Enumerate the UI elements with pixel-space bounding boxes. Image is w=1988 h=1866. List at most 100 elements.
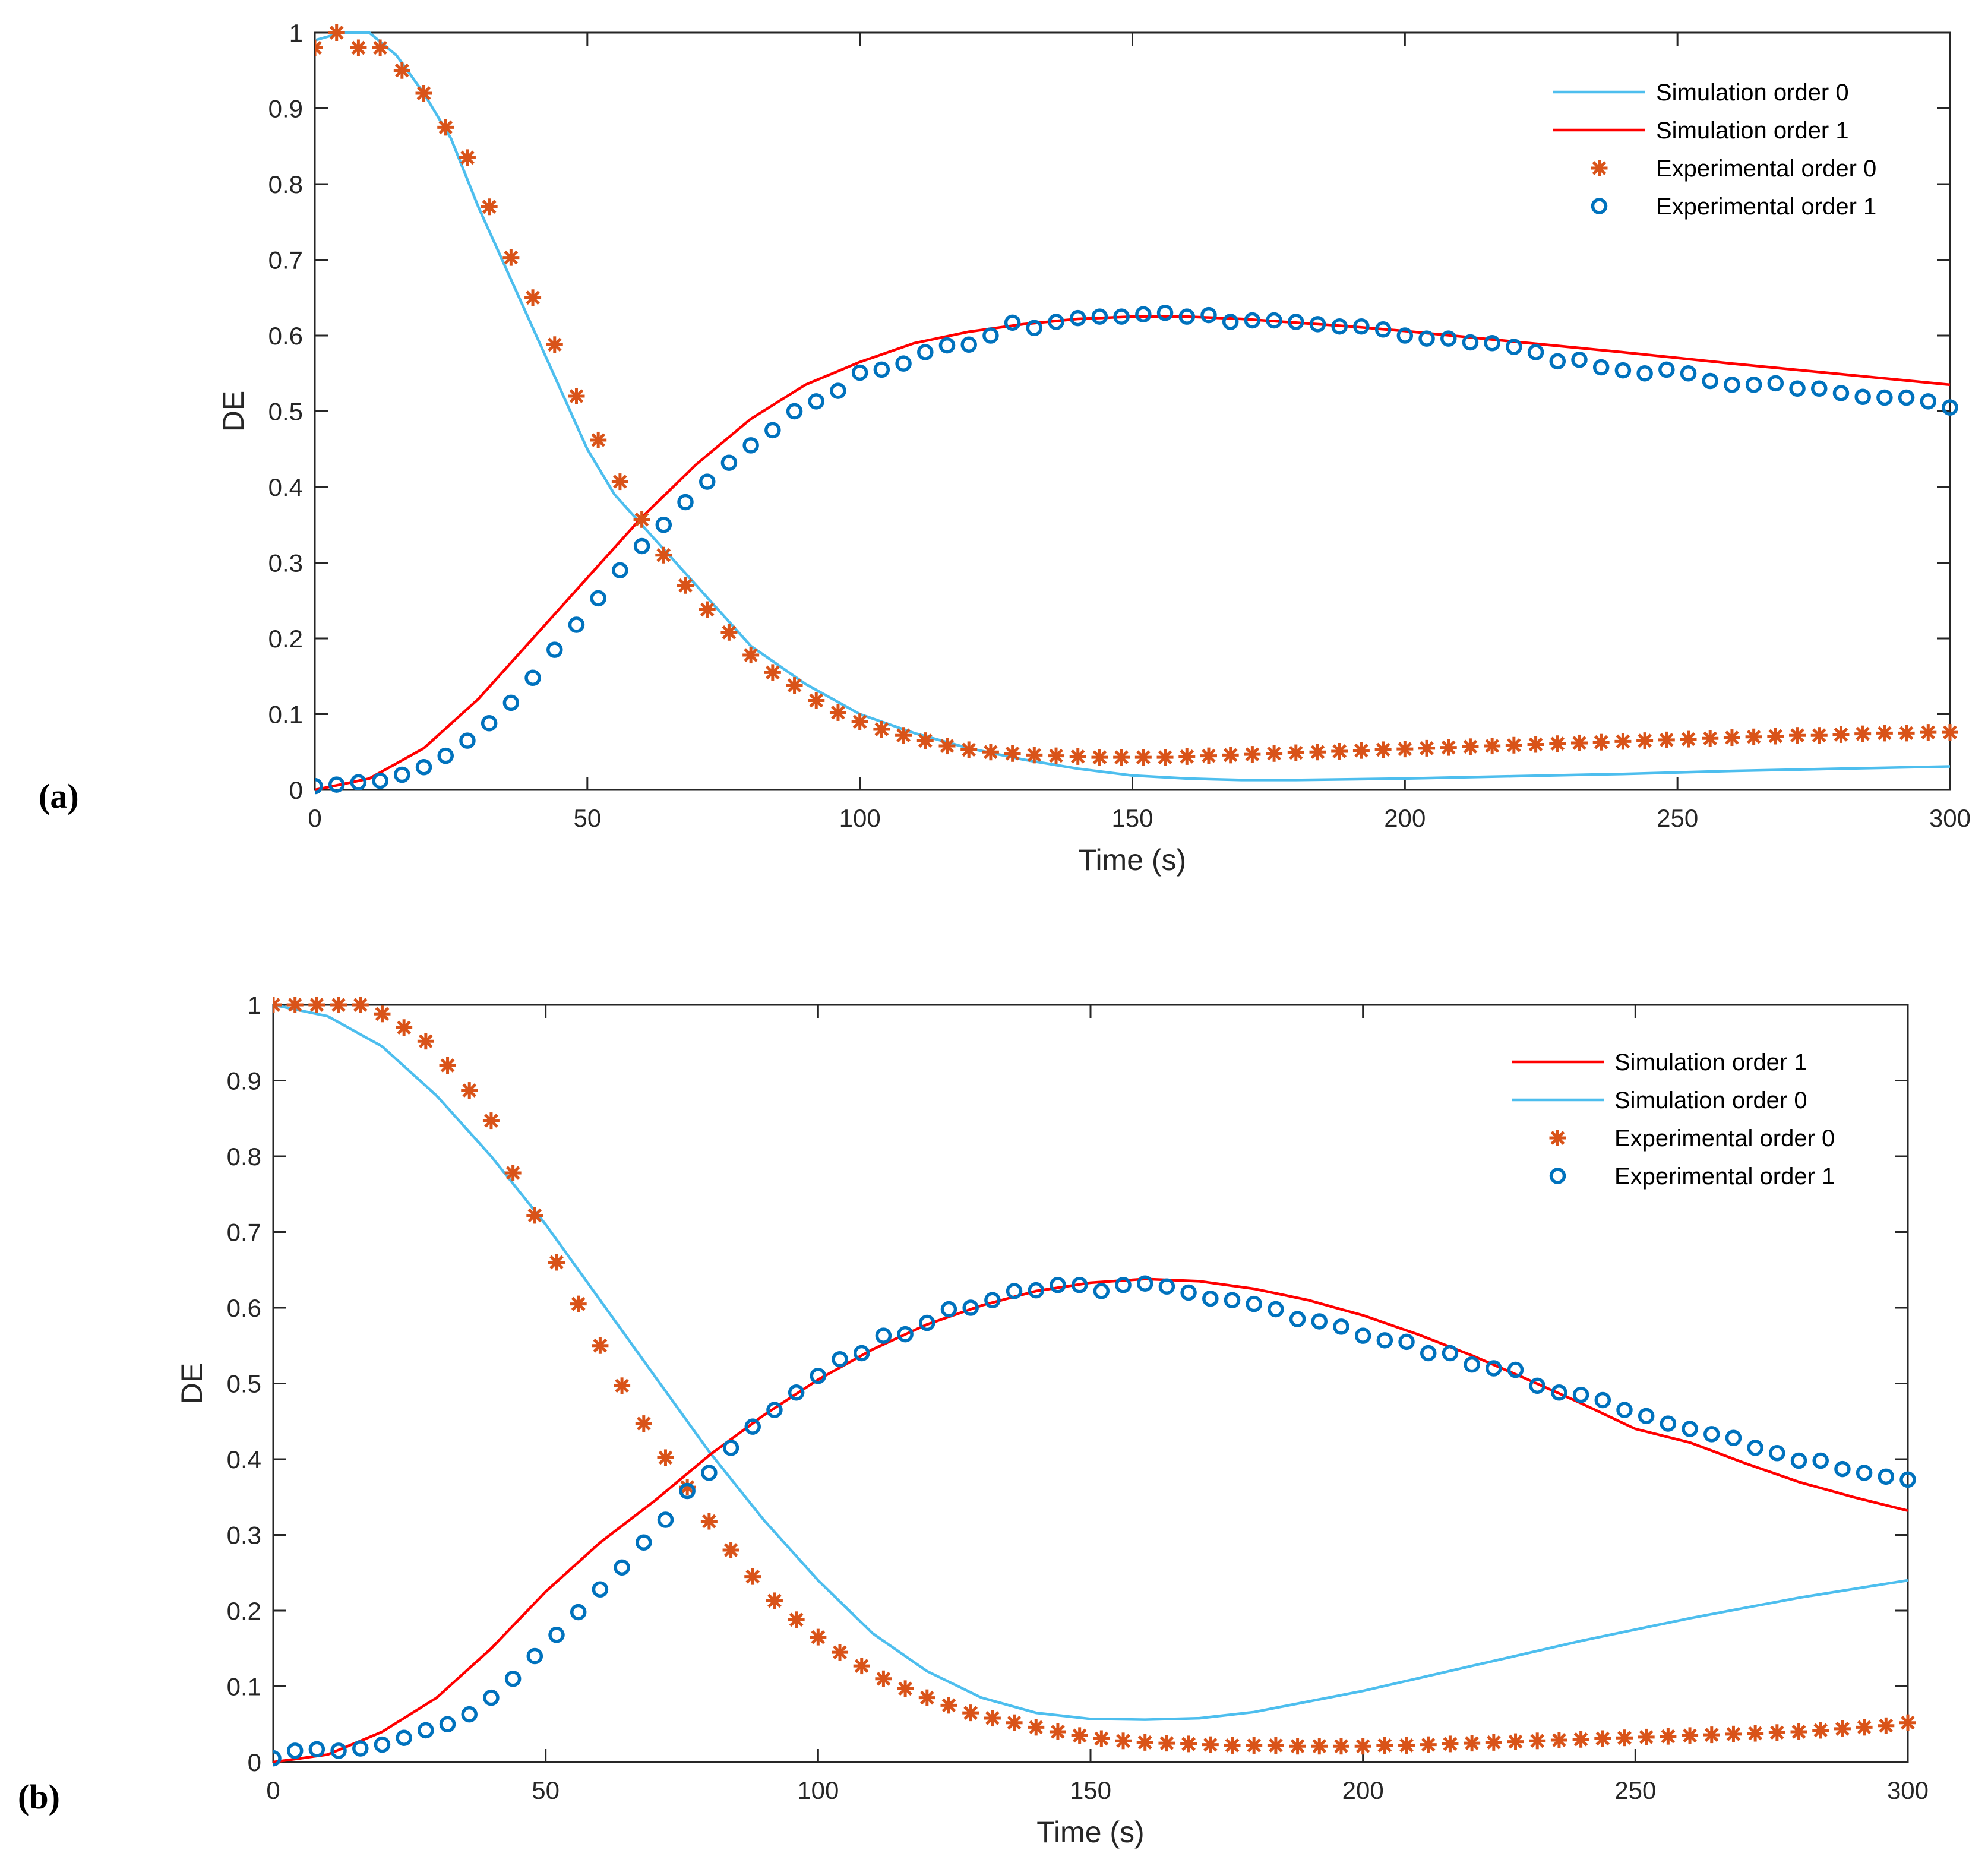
- data-point: [570, 1604, 587, 1621]
- data-point: [829, 704, 846, 721]
- data-point: [1224, 1292, 1241, 1308]
- data-point: [1418, 739, 1436, 757]
- data-point: [1790, 1452, 1807, 1469]
- data-point: [938, 337, 956, 354]
- data-point: [1180, 1284, 1197, 1301]
- data-point: [1527, 736, 1544, 753]
- data-point: [720, 454, 738, 471]
- plot-frame: [314, 31, 1951, 791]
- data-point: [1660, 1728, 1677, 1745]
- data-point: [1048, 314, 1064, 330]
- legend-label: Simulation order 1: [1656, 118, 1849, 144]
- data-point: [1026, 747, 1043, 764]
- data-point: [1745, 728, 1762, 745]
- data-point: [1398, 1333, 1415, 1351]
- x-tick-label: 300: [1929, 804, 1971, 832]
- data-point: [897, 1326, 914, 1343]
- data-point: [1724, 377, 1740, 393]
- legend-swatch: [1549, 1168, 1566, 1184]
- data-point: [788, 1611, 805, 1628]
- data-point: [1592, 359, 1610, 376]
- data-point: [1767, 375, 1784, 392]
- data-point: [1266, 745, 1283, 762]
- data-point: [1200, 747, 1217, 764]
- y-tick-label: 0: [289, 776, 303, 804]
- data-point: [1570, 734, 1588, 751]
- data-point: [1266, 312, 1282, 329]
- data-point: [1790, 1723, 1807, 1740]
- data-point: [461, 1706, 478, 1723]
- data-point: [1224, 1737, 1241, 1754]
- data-point: [372, 772, 388, 789]
- data-point: [655, 546, 672, 564]
- data-point: [1485, 1734, 1502, 1751]
- data-point: [917, 344, 934, 360]
- y-tick-label: 0.4: [268, 473, 303, 501]
- data-point: [875, 1670, 892, 1687]
- data-point: [633, 537, 650, 555]
- data-point: [701, 1465, 718, 1481]
- data-point: [1658, 731, 1675, 748]
- data-point: [766, 1592, 783, 1609]
- x-tick-label: 150: [1070, 1776, 1111, 1804]
- data-point: [350, 774, 367, 790]
- data-point: [918, 1689, 935, 1706]
- data-point: [592, 1581, 609, 1598]
- data-point: [1811, 380, 1828, 397]
- data-point: [788, 1384, 805, 1401]
- data-point: [1333, 1318, 1349, 1335]
- data-point: [744, 1418, 761, 1435]
- data-point: [962, 1299, 979, 1316]
- x-tick-label: 200: [1342, 1776, 1384, 1804]
- data-point: [611, 473, 628, 491]
- data-point: [1725, 1429, 1742, 1447]
- data-point: [526, 1647, 543, 1665]
- data-point: [1049, 1723, 1066, 1740]
- data-point: [273, 997, 282, 1013]
- data-point: [1810, 727, 1828, 744]
- data-point: [1486, 1360, 1502, 1377]
- legend-swatch: [1591, 160, 1608, 176]
- data-point: [1091, 749, 1108, 766]
- data-point: [548, 1627, 565, 1643]
- y-tick-label: 0.8: [268, 170, 303, 198]
- y-tick-label: 0.2: [268, 625, 303, 653]
- data-point: [657, 1449, 674, 1466]
- legend-label: Experimental order 0: [1656, 156, 1876, 182]
- data-point: [1484, 738, 1501, 755]
- legend-label: Experimental order 0: [1614, 1125, 1835, 1152]
- x-tick-label: 0: [308, 804, 321, 832]
- data-point: [742, 437, 759, 454]
- data-point: [1136, 1734, 1153, 1751]
- y-tick-label: 1: [248, 991, 261, 1019]
- data-point: [1006, 1714, 1023, 1731]
- data-point: [655, 517, 672, 533]
- data-point: [1440, 330, 1457, 347]
- y-tick-label: 0.8: [227, 1143, 261, 1171]
- data-point: [1442, 1735, 1459, 1753]
- data-point: [1747, 1725, 1764, 1742]
- y-tick-label: 0.7: [227, 1219, 261, 1247]
- data-point: [679, 1482, 696, 1500]
- data-point: [1571, 352, 1588, 368]
- data-point: [1093, 1283, 1110, 1299]
- data-point: [742, 647, 760, 664]
- data-point: [1529, 1377, 1545, 1394]
- y-tick-label: 0: [248, 1748, 261, 1776]
- data-point: [853, 1658, 870, 1675]
- data-point: [1856, 1465, 1873, 1481]
- data-point: [919, 1314, 935, 1331]
- data-point: [481, 715, 498, 732]
- data-point: [700, 1513, 718, 1530]
- data-point: [415, 759, 432, 776]
- data-point: [1507, 1733, 1524, 1750]
- data-point: [808, 692, 825, 709]
- data-point: [1507, 1361, 1524, 1378]
- data-point: [1920, 724, 1937, 741]
- data-point: [437, 119, 454, 136]
- data-point: [1789, 727, 1806, 744]
- data-point: [1311, 1738, 1328, 1755]
- y-tick-label: 0.5: [227, 1370, 261, 1398]
- data-point: [1876, 389, 1893, 406]
- data-point: [1028, 1719, 1045, 1736]
